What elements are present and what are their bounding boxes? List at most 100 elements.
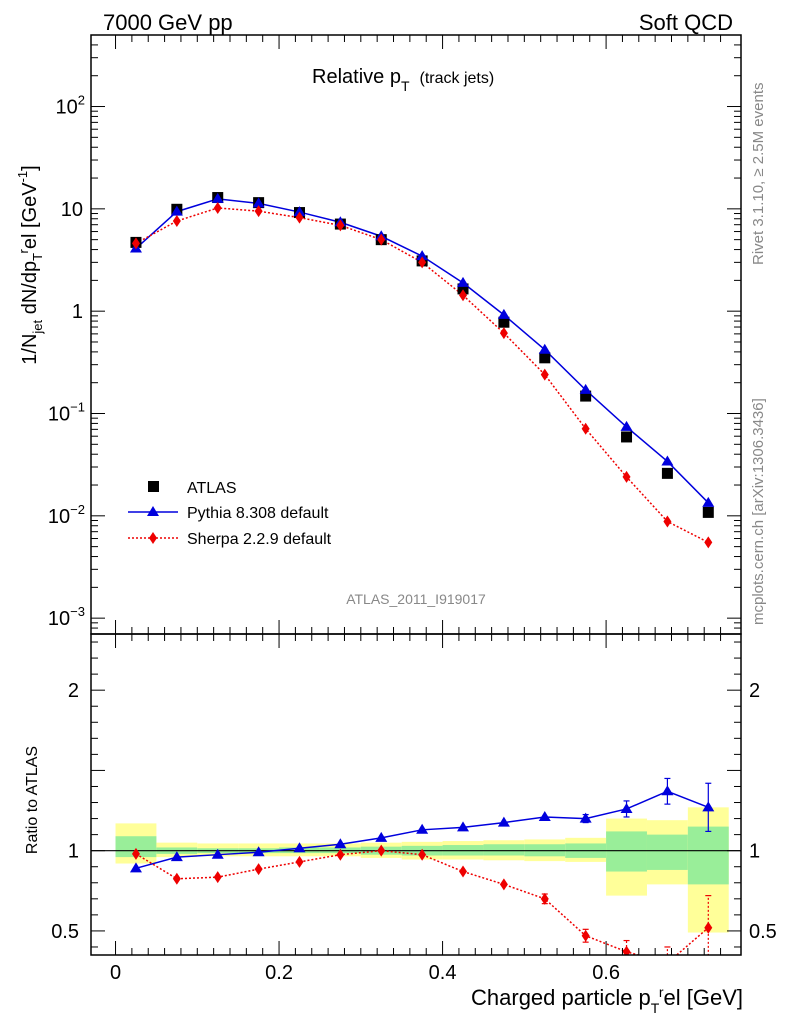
y-tick-label-top-0: 10−3 [48,604,85,630]
pythia-ratio-point-12 [620,802,633,813]
y-tick-label-ratio-left-0: 0.5 [51,921,79,943]
pythia-ratio-point-14 [702,801,715,812]
legend-sherpa-marker [149,532,157,544]
atlas-point-14 [702,506,714,518]
pythia-ratio-point-4 [293,842,306,853]
ratio-stat-band-12 [606,831,647,872]
ratio-stat-band-0 [115,836,157,858]
sherpa-point-9 [499,327,508,340]
sherpa-ratio-point-13 [663,957,671,969]
plot-title: Relative pT (track jets) [312,66,494,94]
pythia-ratio-point-3 [252,846,265,857]
pythia-point-1 [170,205,183,216]
ratio-stat-band-9 [483,844,525,856]
sherpa-ratio-point-5 [336,848,345,861]
pythia-ratio-point-1 [170,851,183,862]
sherpa-point-5 [336,219,345,232]
sherpa-point-1 [172,215,181,228]
ratio-panel-frame [90,633,742,956]
y-tick-label-ratio-right-2: 2 [749,680,760,702]
sherpa-point-13 [663,515,672,528]
atlas-point-12 [621,431,633,443]
sherpa-ratio-point-1 [172,872,181,885]
atlas-point-10 [539,352,551,364]
y-tick-label-top-3: 1 [72,301,83,323]
x-tick-label-0: 0 [110,962,121,984]
pythia-ratio-point-11 [579,812,592,823]
sherpa-ratio-point-7 [418,848,427,861]
sherpa-ratio-point-11 [581,929,590,942]
sherpa-ratio-point-0 [131,847,140,860]
sherpa-point-6 [377,233,386,246]
y-axis-label-bottom: Ratio to ATLAS [24,746,41,854]
data-marks [129,192,715,969]
y-tick-label-top-4: 10 [61,199,83,221]
legend-pythia-marker [147,506,159,516]
pythia-point-10 [538,343,551,354]
y-tick-label-top-5: 102 [56,93,85,119]
x-tick-label-2: 0.4 [429,962,457,984]
pythia-ratio-point-10 [538,810,551,821]
atlas-point-11 [580,390,592,402]
pythia-ratio-point-2 [211,848,224,859]
pythia-ratio-point-13 [661,785,674,796]
mcplots-text: mcplots.cern.ch [arXiv:1306.3436] [750,398,767,625]
legend-atlas-marker [148,481,159,492]
pythia-ratio-point-7 [416,823,429,834]
legend-pythia-label: Pythia 8.308 default [187,505,329,522]
atlas-point-9 [498,316,510,328]
sherpa-point-10 [540,368,549,381]
x-axis-label: Charged particle pTrel [GeV] [471,984,743,1016]
y-tick-label-top-2: 10−1 [48,399,85,425]
y-tick-label-ratio-left-2: 2 [68,680,79,702]
pythia-point-7 [416,250,429,261]
pythia-point-14 [702,496,715,507]
y-tick-label-ratio-left-1: 1 [68,841,79,863]
pythia-point-11 [579,383,592,394]
analysis-watermark: ATLAS_2011_I919017 [346,591,486,607]
ratio-stat-band-14 [687,826,729,885]
y-tick-label-ratio-right-1: 1 [749,841,760,863]
header-left: 7000 GeV pp [103,10,233,35]
sherpa-ratio-point-9 [499,878,508,891]
pythia-ratio-point-6 [375,831,388,842]
header-right: Soft QCD [639,10,733,35]
sherpa-ratio-point-8 [459,865,468,878]
sherpa-point-4 [295,211,304,224]
y-tick-label-top-1: 10−2 [48,502,85,528]
ratio-stat-band-13 [646,834,688,870]
sherpa-point-7 [418,256,427,269]
sherpa-point-12 [622,470,631,483]
sherpa-ratio-point-4 [295,855,304,868]
pythia-point-3 [252,197,265,208]
sherpa-point-8 [459,289,468,302]
x-tick-label-3: 0.6 [592,962,620,984]
rivet-version-text: Rivet 3.1.10, ≥ 2.5M events [750,83,767,266]
pythia-ratio-point-8 [457,821,470,832]
sherpa-ratio-point-3 [254,863,263,876]
pythia-point-9 [497,308,510,319]
sherpa-ratio-point-12 [622,945,631,955]
atlas-point-8 [457,283,469,295]
pythia-line-top [135,198,709,504]
sherpa-point-2 [213,201,222,214]
pythia-point-12 [620,420,633,431]
legend-atlas-label: ATLAS [187,480,237,497]
sherpa-ratio-point-6 [377,844,386,857]
sherpa-ratio-point-14 [704,921,713,934]
plot-title-suffix: (track jets) [420,70,495,87]
pythia-ratio-point-5 [334,838,347,849]
pythia-point-4 [293,206,306,217]
x-tick-label-1: 0.2 [265,962,293,984]
sherpa-point-11 [581,422,590,435]
legend: ATLAS Pythia 8.308 default Sherpa 2.2.9 … [128,480,332,548]
sherpa-ratio-point-2 [213,871,222,884]
plot-title-sub: T [401,78,410,94]
pythia-point-2 [211,192,224,203]
pythia-point-8 [457,276,470,287]
axes: 10−3 10−2 10−1 1 10 102 0.5 0.5 1 1 2 2 0 0.2 0.4 0.6 [48,34,777,984]
sherpa-point-14 [704,536,713,549]
sherpa-point-3 [254,205,263,218]
pythia-point-13 [661,455,674,466]
